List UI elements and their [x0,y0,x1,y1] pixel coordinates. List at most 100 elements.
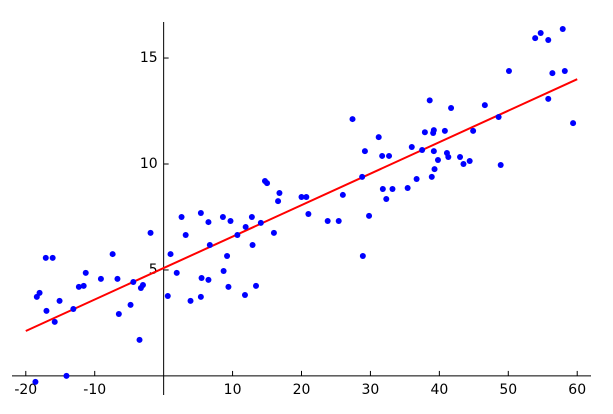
point [242,223,249,230]
point [441,127,448,134]
point [224,252,231,259]
point [82,269,89,276]
point [227,218,234,225]
point [421,129,428,136]
point [545,95,552,102]
point [434,156,441,163]
point [70,305,77,312]
point [298,194,305,201]
point [470,127,477,134]
point [139,282,146,289]
point [80,282,87,289]
point [198,275,205,282]
point [49,254,56,261]
x-tick-label: 30 [362,382,380,398]
point [32,378,39,385]
point [167,251,174,258]
point [448,105,455,112]
x-tick-label: -10 [83,382,106,398]
point [430,127,437,134]
point [182,231,189,238]
point [187,297,194,304]
point [386,152,393,159]
point [115,311,122,318]
x-tick-label: 40 [430,382,448,398]
x-tick-label: 60 [568,382,586,398]
point [426,97,433,104]
y-tick-label: 15 [140,50,158,66]
point [428,173,435,180]
x-tick-label: -20 [14,382,37,398]
point [532,35,539,42]
point [460,160,467,167]
point [97,275,104,282]
point [305,211,312,218]
point [43,307,50,314]
point [379,152,386,159]
point [497,162,504,169]
point [457,154,464,161]
point [225,283,232,290]
point [178,213,185,220]
point [220,268,227,275]
y-tick-label: 10 [140,156,158,172]
x-tick-label: 50 [499,382,517,398]
point [549,70,556,77]
point [419,147,426,154]
point [36,289,43,296]
point [466,158,473,165]
point [324,218,331,225]
point [276,190,283,197]
point [383,195,390,202]
point [379,186,386,193]
point [495,113,502,120]
point [109,251,116,258]
point [375,134,382,141]
point [431,166,438,173]
point [270,229,277,236]
point [359,252,366,259]
point [570,120,577,127]
point [389,186,396,193]
point [275,198,282,205]
point [205,276,212,283]
point [219,213,226,220]
point [445,154,452,161]
point [197,293,204,300]
point [197,209,204,216]
x-tick-label: 20 [293,382,311,398]
point [114,275,121,282]
point [413,176,420,183]
point [430,148,437,155]
point [63,372,70,379]
point [173,269,180,276]
point [257,219,264,226]
point [404,184,411,191]
point [537,30,544,37]
point [234,231,241,238]
point [366,212,373,219]
point [559,25,566,32]
point [51,318,58,325]
point [335,218,342,225]
point [339,191,346,198]
point [361,148,368,155]
point [349,116,356,123]
point [75,283,82,290]
point [127,301,134,308]
point [136,336,143,343]
point [56,297,63,304]
point [561,67,568,74]
point [164,293,171,300]
point [42,254,49,261]
y-tick-label: 5 [149,262,158,278]
point [303,194,310,201]
point [206,241,213,248]
point [249,241,256,248]
point [545,37,552,44]
fit-line [25,78,578,332]
point [481,102,488,109]
point [505,67,512,74]
point [147,229,154,236]
